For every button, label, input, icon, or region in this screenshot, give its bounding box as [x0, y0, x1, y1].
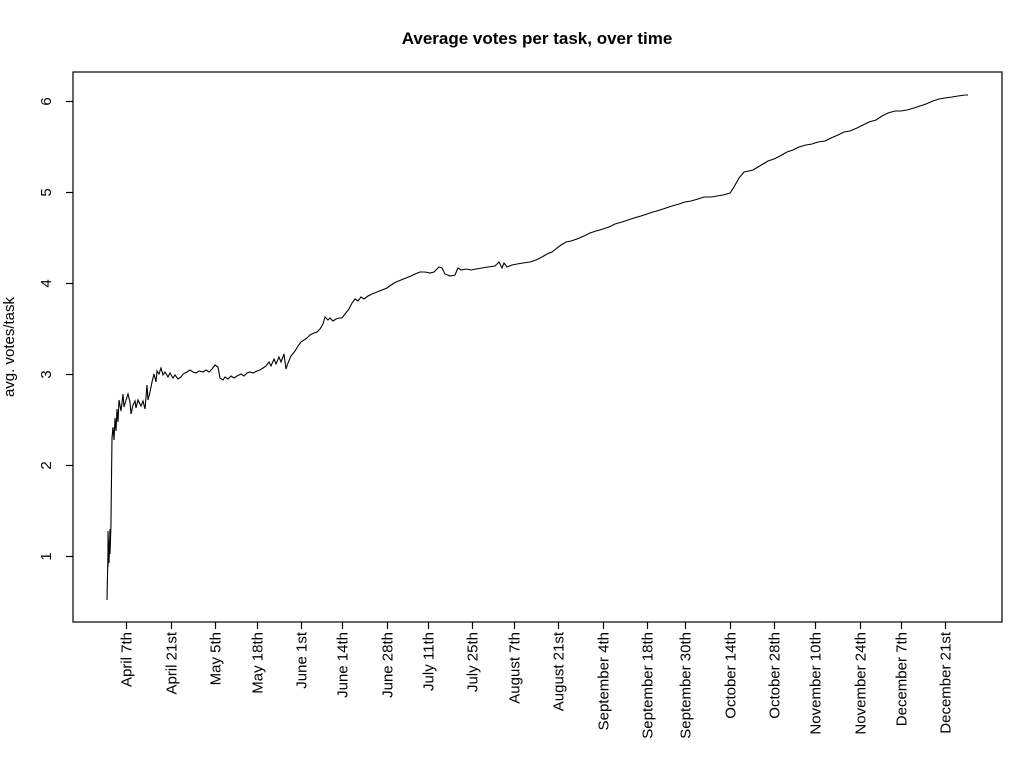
x-tick-label: August 21st: [551, 631, 568, 711]
x-tick-label: October 14th: [723, 632, 740, 719]
y-tick-label: 2: [38, 461, 55, 469]
data-line: [106, 94, 968, 601]
x-tick-label: December 21st: [938, 631, 955, 734]
y-tick-label: 3: [38, 370, 55, 378]
x-axis-ticks: April 7th April 21st May 5th May 18th June 1…: [119, 622, 955, 739]
x-tick-label: April 7th: [119, 632, 136, 687]
x-tick-label: December 7th: [894, 632, 911, 726]
x-tick-label: November 24th: [853, 632, 870, 735]
x-tick-label: July 11th: [421, 632, 438, 691]
x-tick-label: September 30th: [678, 632, 695, 739]
x-tick-label: June 14th: [335, 632, 352, 698]
y-axis-label: avg. votes/task: [1, 296, 18, 397]
x-tick-label: September 18th: [640, 632, 657, 739]
y-tick-label: 5: [38, 188, 55, 196]
plot-box: [72, 71, 1003, 623]
chart-title: Average votes per task, over time: [402, 29, 673, 48]
x-tick-label: October 28th: [767, 632, 784, 719]
y-tick-label: 1: [38, 552, 55, 560]
x-tick-label: April 21st: [164, 631, 181, 694]
x-tick-label: May 5th: [208, 632, 225, 685]
x-tick-label: June 28th: [380, 632, 397, 698]
x-tick-label: May 18th: [250, 632, 267, 694]
x-tick-label: August 7th: [507, 632, 524, 704]
y-tick-label: 6: [38, 97, 55, 105]
y-axis-ticks: 1 2 3 4 5 6: [38, 97, 73, 561]
y-tick-label: 4: [38, 279, 55, 287]
x-tick-label: June 1st: [294, 631, 311, 689]
x-tick-label: September 4th: [596, 632, 613, 730]
x-tick-label: July 25th: [465, 632, 482, 692]
x-tick-label: November 10th: [808, 632, 825, 735]
